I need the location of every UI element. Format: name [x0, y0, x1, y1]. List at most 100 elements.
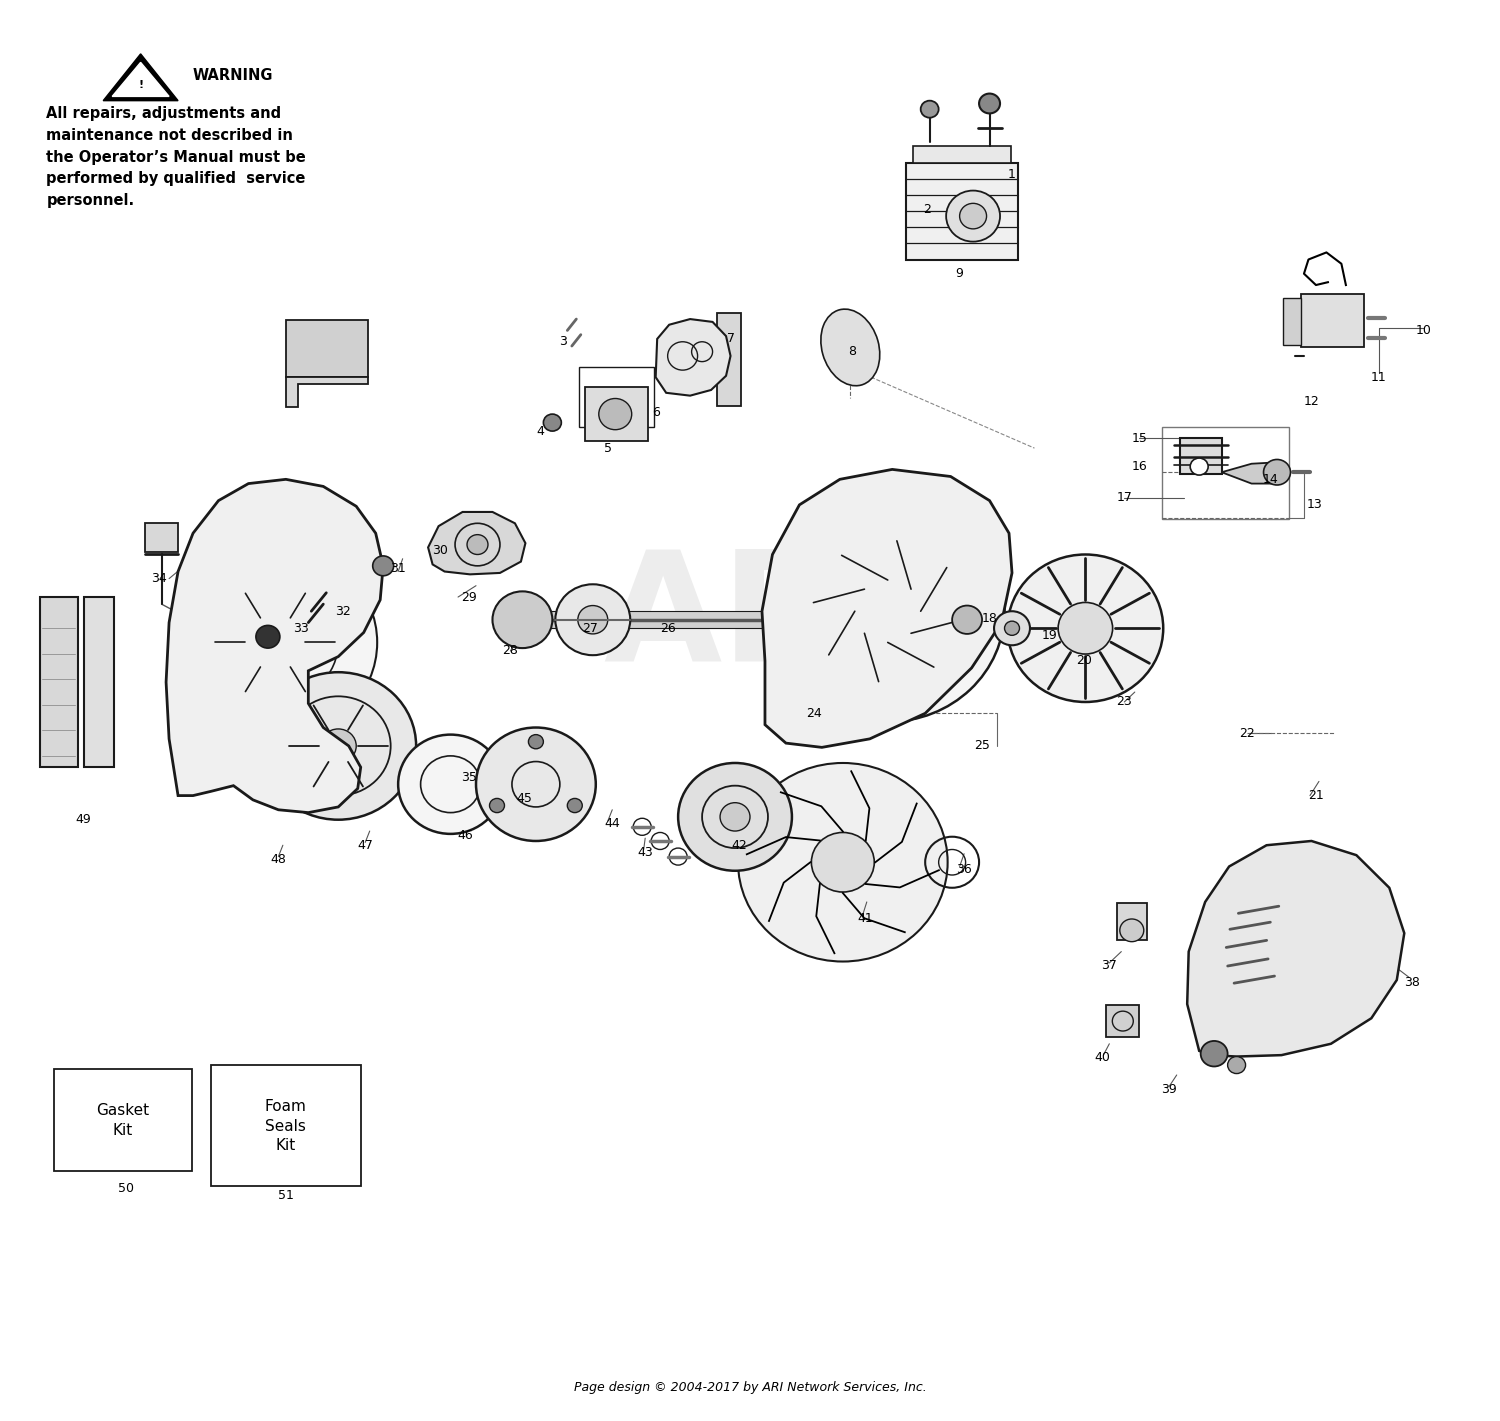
Text: 27: 27	[582, 622, 597, 635]
Text: 48: 48	[270, 853, 286, 865]
Text: 40: 40	[1094, 1052, 1110, 1064]
Text: 23: 23	[1116, 695, 1132, 709]
Text: 26: 26	[660, 622, 675, 635]
Text: 45: 45	[516, 791, 532, 804]
Text: 22: 22	[1239, 726, 1256, 740]
Text: !: !	[138, 80, 142, 90]
Text: 47: 47	[357, 838, 374, 851]
Text: 4: 4	[537, 425, 544, 438]
Bar	[211, 1066, 360, 1185]
Text: 29: 29	[460, 591, 477, 604]
Circle shape	[398, 735, 502, 834]
Circle shape	[489, 799, 504, 813]
Polygon shape	[427, 512, 525, 574]
Bar	[146, 523, 178, 551]
Circle shape	[720, 803, 750, 831]
Text: 18: 18	[981, 612, 998, 625]
Circle shape	[921, 101, 939, 118]
Text: 35: 35	[460, 770, 477, 783]
Text: 34: 34	[150, 573, 166, 585]
Ellipse shape	[821, 310, 880, 385]
Text: WARNING: WARNING	[194, 68, 273, 82]
Text: Foam
Seals
Kit: Foam Seals Kit	[266, 1098, 308, 1154]
Text: 5: 5	[604, 442, 612, 455]
Text: 30: 30	[432, 544, 448, 557]
Text: 33: 33	[292, 622, 309, 635]
Circle shape	[678, 763, 792, 871]
Polygon shape	[762, 469, 1012, 747]
Circle shape	[1058, 603, 1113, 654]
Bar	[1179, 438, 1221, 473]
Polygon shape	[166, 479, 382, 813]
Circle shape	[174, 546, 376, 739]
Bar	[914, 146, 1011, 163]
Text: 16: 16	[1131, 460, 1148, 473]
Text: 21: 21	[1308, 789, 1324, 801]
Text: 1: 1	[1008, 168, 1016, 180]
Text: 49: 49	[76, 813, 92, 826]
Text: 2: 2	[922, 203, 930, 216]
Text: Gasket
Kit: Gasket Kit	[96, 1103, 148, 1138]
Circle shape	[960, 203, 987, 229]
Polygon shape	[104, 54, 178, 101]
Text: 6: 6	[651, 406, 660, 419]
Text: 10: 10	[1416, 324, 1431, 337]
Circle shape	[1200, 1042, 1227, 1067]
Text: 36: 36	[956, 863, 972, 875]
Circle shape	[372, 556, 393, 576]
Circle shape	[321, 729, 356, 763]
Circle shape	[1263, 459, 1290, 485]
Bar	[84, 597, 114, 767]
Text: 43: 43	[638, 845, 652, 858]
Text: 42: 42	[732, 838, 747, 851]
Text: 32: 32	[334, 605, 351, 618]
Circle shape	[1227, 1057, 1245, 1073]
Circle shape	[1005, 621, 1020, 635]
Circle shape	[812, 833, 874, 892]
Circle shape	[567, 799, 582, 813]
Text: 7: 7	[726, 333, 735, 345]
Bar	[1107, 1006, 1140, 1037]
Text: 51: 51	[278, 1189, 294, 1202]
Circle shape	[980, 94, 1000, 114]
Text: 39: 39	[1161, 1083, 1178, 1096]
Bar	[286, 321, 368, 377]
Bar	[906, 163, 1019, 260]
Bar	[54, 1070, 192, 1171]
Circle shape	[1120, 919, 1144, 942]
Text: Page design © 2004-2017 by ARI Network Services, Inc.: Page design © 2004-2017 by ARI Network S…	[573, 1381, 927, 1394]
Circle shape	[543, 414, 561, 431]
Polygon shape	[286, 377, 368, 406]
Text: 12: 12	[1304, 395, 1320, 408]
Circle shape	[528, 735, 543, 749]
Text: ARI: ARI	[603, 544, 897, 693]
Circle shape	[492, 591, 552, 648]
Text: 28: 28	[503, 645, 519, 658]
Polygon shape	[112, 63, 170, 97]
Text: All repairs, adjustments and
maintenance not described in
the Operator’s Manual : All repairs, adjustments and maintenance…	[46, 107, 306, 207]
Text: 9: 9	[956, 267, 963, 280]
Circle shape	[946, 190, 1000, 242]
Circle shape	[598, 398, 632, 429]
Circle shape	[249, 617, 303, 668]
Circle shape	[466, 534, 488, 554]
Circle shape	[555, 584, 630, 655]
Text: 31: 31	[390, 563, 406, 576]
Circle shape	[256, 625, 280, 648]
Bar	[1282, 298, 1300, 345]
Circle shape	[578, 605, 608, 634]
Text: 24: 24	[807, 706, 822, 720]
Text: 8: 8	[847, 345, 856, 358]
Text: 14: 14	[1263, 473, 1280, 486]
Circle shape	[1008, 554, 1162, 702]
Text: 19: 19	[1041, 630, 1058, 642]
Bar	[522, 611, 969, 628]
Circle shape	[476, 728, 596, 841]
Polygon shape	[656, 320, 730, 395]
Bar	[585, 387, 648, 441]
Text: 25: 25	[974, 739, 990, 753]
Text: 37: 37	[1101, 959, 1118, 972]
Bar	[717, 314, 741, 405]
Text: 50: 50	[117, 1182, 134, 1195]
Circle shape	[858, 583, 918, 639]
